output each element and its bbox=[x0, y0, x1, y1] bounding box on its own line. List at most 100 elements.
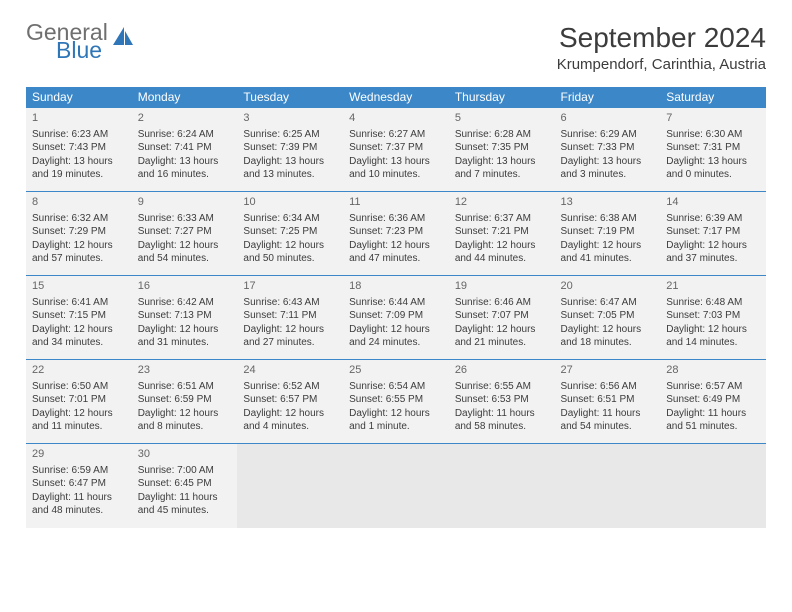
sunrise-line: Sunrise: 7:00 AM bbox=[138, 464, 232, 478]
day-number: 9 bbox=[138, 195, 232, 210]
daylight-line-1: Daylight: 12 hours bbox=[138, 323, 232, 337]
daylight-line-2: and 10 minutes. bbox=[349, 168, 443, 182]
sunset-line: Sunset: 7:43 PM bbox=[32, 141, 126, 155]
day-number: 11 bbox=[349, 195, 443, 210]
sunrise-line: Sunrise: 6:59 AM bbox=[32, 464, 126, 478]
sunset-line: Sunset: 7:23 PM bbox=[349, 225, 443, 239]
daylight-line-2: and 8 minutes. bbox=[138, 420, 232, 434]
sunset-line: Sunset: 7:25 PM bbox=[243, 225, 337, 239]
day-cell: 7Sunrise: 6:30 AMSunset: 7:31 PMDaylight… bbox=[660, 108, 766, 192]
sunrise-line: Sunrise: 6:23 AM bbox=[32, 128, 126, 142]
daylight-line-2: and 19 minutes. bbox=[32, 168, 126, 182]
day-cell: 14Sunrise: 6:39 AMSunset: 7:17 PMDayligh… bbox=[660, 192, 766, 276]
day-cell: 23Sunrise: 6:51 AMSunset: 6:59 PMDayligh… bbox=[132, 360, 238, 444]
sunrise-line: Sunrise: 6:36 AM bbox=[349, 212, 443, 226]
week-row: 22Sunrise: 6:50 AMSunset: 7:01 PMDayligh… bbox=[26, 360, 766, 444]
daylight-line-2: and 27 minutes. bbox=[243, 336, 337, 350]
day-number: 22 bbox=[32, 363, 126, 378]
sunset-line: Sunset: 7:39 PM bbox=[243, 141, 337, 155]
daylight-line-2: and 7 minutes. bbox=[455, 168, 549, 182]
daylight-line-1: Daylight: 13 hours bbox=[349, 155, 443, 169]
sunrise-line: Sunrise: 6:25 AM bbox=[243, 128, 337, 142]
day-number: 20 bbox=[561, 279, 655, 294]
day-number: 23 bbox=[138, 363, 232, 378]
daylight-line-1: Daylight: 11 hours bbox=[32, 491, 126, 505]
calendar-body: 1 Sunrise: 6:23 AMSunset: 7:43 PM Daylight… bbox=[26, 108, 766, 528]
daylight-line-2: and 58 minutes. bbox=[455, 420, 549, 434]
day-cell: 1Sunrise: 6:23 AMSunset: 7:43 PMDaylight… bbox=[26, 108, 132, 192]
day-number: 17 bbox=[243, 279, 337, 294]
week-row: 29Sunrise: 6:59 AMSunset: 6:47 PMDayligh… bbox=[26, 444, 766, 528]
daylight-line-2: and 16 minutes. bbox=[138, 168, 232, 182]
daylight-line-2: and 34 minutes. bbox=[32, 336, 126, 350]
day-cell: 5Sunrise: 6:28 AMSunset: 7:35 PMDaylight… bbox=[449, 108, 555, 192]
sunset-line: Sunset: 7:05 PM bbox=[561, 309, 655, 323]
daylight-line-2: and 11 minutes. bbox=[32, 420, 126, 434]
sunset-line: Sunset: 6:53 PM bbox=[455, 393, 549, 407]
dayhead-thursday: Thursday bbox=[449, 87, 555, 108]
week-row: 1 Sunrise: 6:23 AMSunset: 7:43 PM Daylight… bbox=[26, 108, 766, 192]
day-cell: 4Sunrise: 6:27 AMSunset: 7:37 PMDaylight… bbox=[343, 108, 449, 192]
daylight-line-2: and 41 minutes. bbox=[561, 252, 655, 266]
day-number: 25 bbox=[349, 363, 443, 378]
day-cell: 29Sunrise: 6:59 AMSunset: 6:47 PMDayligh… bbox=[26, 444, 132, 528]
day-number: 4 bbox=[349, 111, 443, 126]
day-cell: 11Sunrise: 6:36 AMSunset: 7:23 PMDayligh… bbox=[343, 192, 449, 276]
day-cell: 9Sunrise: 6:33 AMSunset: 7:27 PMDaylight… bbox=[132, 192, 238, 276]
sunrise-line: Sunrise: 6:28 AM bbox=[455, 128, 549, 142]
daylight-line-2: and 45 minutes. bbox=[138, 504, 232, 518]
daylight-line-1: Daylight: 12 hours bbox=[455, 323, 549, 337]
day-cell: 24Sunrise: 6:52 AMSunset: 6:57 PMDayligh… bbox=[237, 360, 343, 444]
sunset-line: Sunset: 7:35 PM bbox=[455, 141, 549, 155]
daylight-line-2: and 57 minutes. bbox=[32, 252, 126, 266]
sunrise-line: Sunrise: 6:42 AM bbox=[138, 296, 232, 310]
logo-word2: Blue bbox=[56, 40, 108, 62]
sail-icon bbox=[111, 25, 135, 52]
header: General Blue September 2024 Krumpendorf,… bbox=[26, 22, 766, 73]
daylight-line-2: and 51 minutes. bbox=[666, 420, 760, 434]
sunset-line: Sunset: 7:31 PM bbox=[666, 141, 760, 155]
day-cell bbox=[449, 444, 555, 528]
day-number: 16 bbox=[138, 279, 232, 294]
day-cell: 2Sunrise: 6:24 AMSunset: 7:41 PMDaylight… bbox=[132, 108, 238, 192]
sunset-line: Sunset: 7:29 PM bbox=[32, 225, 126, 239]
day-cell bbox=[237, 444, 343, 528]
daylight-line-2: and 37 minutes. bbox=[666, 252, 760, 266]
sunset-line: Sunset: 7:27 PM bbox=[138, 225, 232, 239]
sunset-line: Sunset: 7:09 PM bbox=[349, 309, 443, 323]
sunset-line: Sunset: 7:01 PM bbox=[32, 393, 126, 407]
day-cell: 18Sunrise: 6:44 AMSunset: 7:09 PMDayligh… bbox=[343, 276, 449, 360]
sunset-line: Sunset: 7:03 PM bbox=[666, 309, 760, 323]
sunrise-line: Sunrise: 6:43 AM bbox=[243, 296, 337, 310]
sunset-line: Sunset: 7:11 PM bbox=[243, 309, 337, 323]
daylight-line-1: Daylight: 12 hours bbox=[32, 407, 126, 421]
daylight-line-1: Daylight: 13 hours bbox=[561, 155, 655, 169]
daylight-line-1: Daylight: 12 hours bbox=[243, 239, 337, 253]
daylight-line-1: Daylight: 12 hours bbox=[561, 323, 655, 337]
dayhead-saturday: Saturday bbox=[660, 87, 766, 108]
daylight-line-1: Daylight: 12 hours bbox=[561, 239, 655, 253]
sunrise-line: Sunrise: 6:33 AM bbox=[138, 212, 232, 226]
day-cell: 13Sunrise: 6:38 AMSunset: 7:19 PMDayligh… bbox=[555, 192, 661, 276]
daylight-line-1: Daylight: 11 hours bbox=[666, 407, 760, 421]
day-cell: 28Sunrise: 6:57 AMSunset: 6:49 PMDayligh… bbox=[660, 360, 766, 444]
day-number: 1 bbox=[32, 111, 126, 126]
daylight-line-1: Daylight: 12 hours bbox=[138, 407, 232, 421]
day-number: 18 bbox=[349, 279, 443, 294]
sunset-line: Sunset: 7:17 PM bbox=[666, 225, 760, 239]
daylight-line-1: Daylight: 13 hours bbox=[138, 155, 232, 169]
daylight-line-1: Daylight: 11 hours bbox=[138, 491, 232, 505]
sunrise-line: Sunrise: 6:51 AM bbox=[138, 380, 232, 394]
sunrise-line: Sunrise: 6:24 AM bbox=[138, 128, 232, 142]
daylight-line-1: Daylight: 11 hours bbox=[455, 407, 549, 421]
day-number: 8 bbox=[32, 195, 126, 210]
day-cell: 6Sunrise: 6:29 AMSunset: 7:33 PMDaylight… bbox=[555, 108, 661, 192]
day-cell: 26Sunrise: 6:55 AMSunset: 6:53 PMDayligh… bbox=[449, 360, 555, 444]
day-number: 6 bbox=[561, 111, 655, 126]
dayhead-monday: Monday bbox=[132, 87, 238, 108]
sunrise-line: Sunrise: 6:50 AM bbox=[32, 380, 126, 394]
day-cell: 19Sunrise: 6:46 AMSunset: 7:07 PMDayligh… bbox=[449, 276, 555, 360]
sunrise-line: Sunrise: 6:47 AM bbox=[561, 296, 655, 310]
daylight-line-1: Daylight: 13 hours bbox=[243, 155, 337, 169]
title-block: September 2024 Krumpendorf, Carinthia, A… bbox=[557, 22, 766, 73]
